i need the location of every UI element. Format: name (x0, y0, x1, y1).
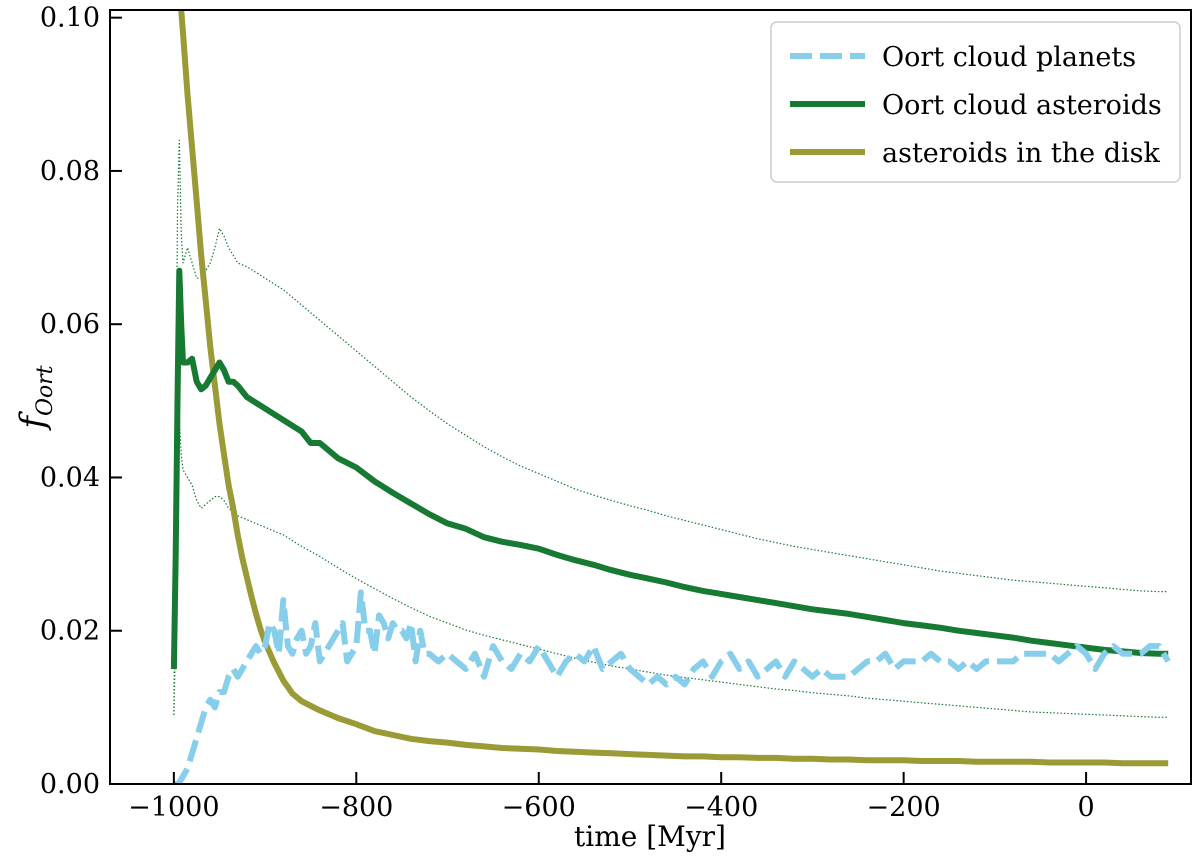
y-tick-label: 0.10 (40, 3, 100, 34)
y-tick-label: 0.06 (40, 309, 100, 340)
x-tick-label: 0 (1077, 792, 1094, 823)
x-tick-label: −800 (319, 792, 393, 823)
legend-label-planets: Oort cloud planets (882, 42, 1136, 73)
plot-area (109, 9, 1192, 785)
x-axis: −1000 −800 −600 −400 −200 0 (128, 772, 1095, 823)
series-line-oort-cloud-asteroids-upper-band (173, 139, 1169, 716)
y-axis-label: fOort (13, 365, 58, 431)
series-line-oort-cloud-planets (173, 589, 1171, 784)
y-tick-label: 0.08 (40, 156, 100, 187)
x-axis-label: time [Myr] (574, 820, 726, 853)
x-tick-label: −1000 (128, 792, 219, 823)
svg-text:fOort: fOort (13, 365, 58, 431)
y-axis-label-sub: Oort (33, 365, 58, 416)
x-tick-label: −600 (502, 792, 576, 823)
legend-label-asteroids-oort: Oort cloud asteroids (882, 90, 1162, 121)
y-tick-label: 0.00 (40, 769, 100, 800)
y-tick-label: 0.02 (40, 616, 100, 647)
y-axis: 0.00 0.02 0.04 0.06 0.08 0.10 (40, 3, 122, 800)
x-tick-label: −400 (684, 792, 758, 823)
legend-label-asteroids-disk: asteroids in the disk (882, 138, 1160, 169)
x-tick-label: −200 (867, 792, 941, 823)
plot-frame (109, 9, 1192, 785)
series-line-asteroids-in-the-disk (178, 10, 1169, 767)
series-line-oort-cloud-asteroids-lower-band (173, 415, 1169, 718)
y-tick-label: 0.04 (40, 462, 100, 493)
legend-frame (770, 21, 1181, 183)
series-layer (170, 10, 1171, 784)
series-line-oort-cloud-asteroids (170, 267, 1169, 670)
legend: Oort cloud planets Oort cloud asteroids … (770, 21, 1181, 183)
